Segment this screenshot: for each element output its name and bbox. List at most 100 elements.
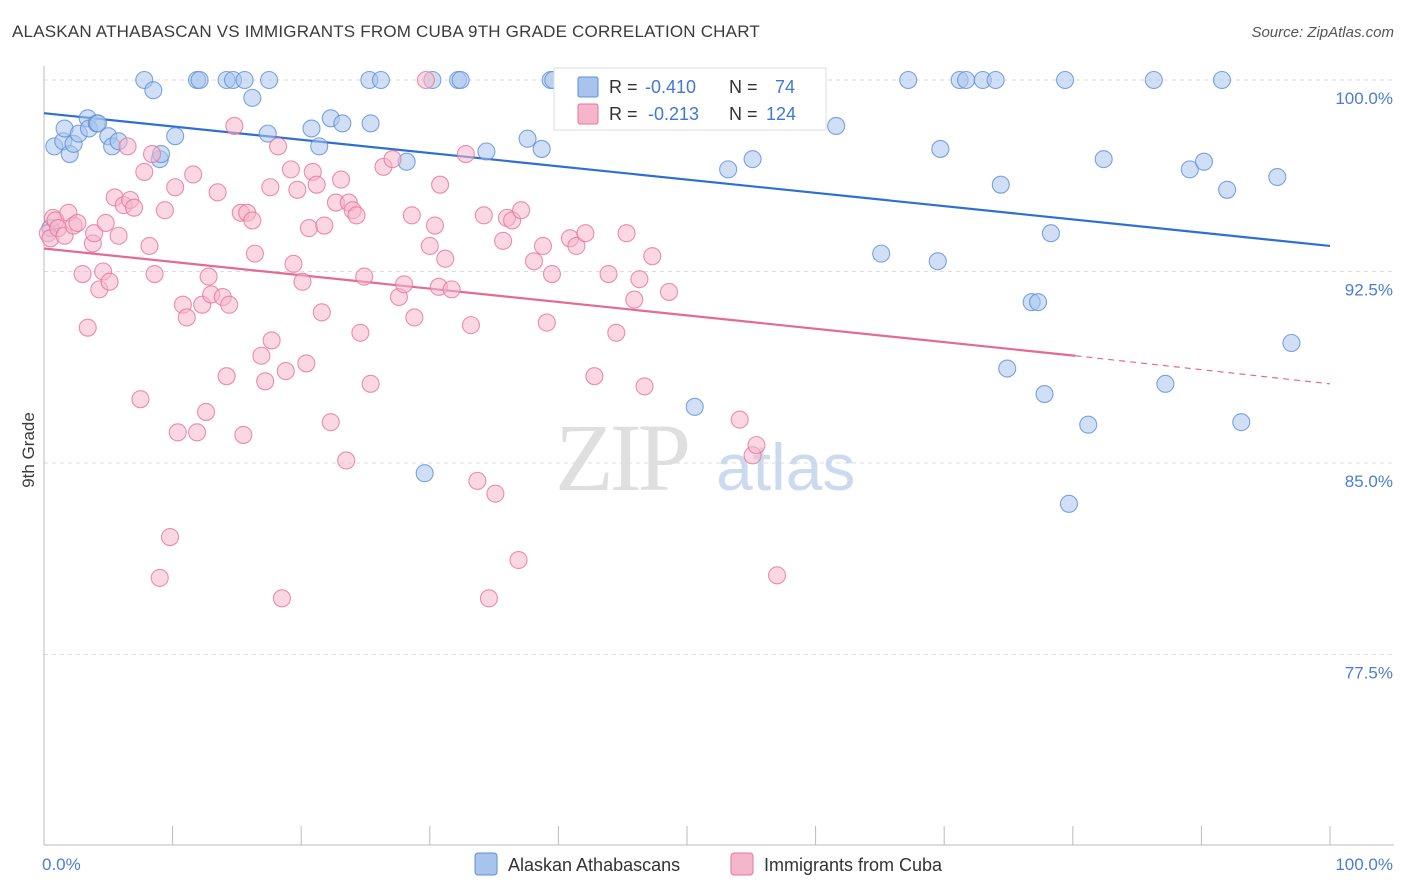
watermark: ZIP atlas (555, 404, 855, 511)
point-athabascan (190, 70, 209, 90)
point-athabascan (957, 70, 976, 90)
point-cuba (486, 484, 505, 503)
point-cuba (617, 224, 636, 243)
stats-legend-box (553, 67, 827, 131)
data-points (38, 70, 1301, 608)
y-tick-label: 77.5% (1345, 664, 1393, 683)
point-cuba (284, 254, 303, 273)
point-cuba (288, 180, 307, 199)
point-athabascan (302, 119, 321, 138)
legend-n-label-1: N = (729, 104, 758, 124)
point-athabascan (243, 88, 262, 107)
point-cuba (145, 265, 164, 284)
point-athabascan (333, 114, 352, 133)
point-cuba (269, 137, 288, 156)
legend-n-label-0: N = (729, 77, 758, 97)
point-athabascan (144, 81, 163, 100)
y-axis-label: 9th Grade (19, 412, 38, 488)
stats-legend: R = -0.410 N = 74 R = -0.213 N = 124 (553, 67, 827, 131)
point-cuba (168, 423, 187, 442)
point-cuba (767, 566, 787, 585)
point-cuba (576, 224, 595, 243)
point-athabascan (258, 124, 277, 143)
legend-r-label-1: R = (609, 104, 638, 124)
point-athabascan (1056, 70, 1075, 90)
point-athabascan (1194, 152, 1214, 171)
point-cuba (402, 206, 421, 225)
legend-swatch-athabascan (577, 76, 599, 98)
point-athabascan (1144, 70, 1163, 90)
point-cuba (272, 589, 291, 608)
point-cuba (252, 346, 271, 365)
point-cuba (281, 160, 300, 179)
point-athabascan (931, 139, 950, 158)
legend-r-value-0: -0.410 (645, 77, 696, 97)
point-athabascan (1156, 374, 1175, 393)
point-cuba (468, 471, 487, 490)
point-athabascan (1180, 160, 1199, 179)
point-athabascan (518, 129, 537, 148)
point-cuba (243, 211, 262, 230)
point-cuba (537, 313, 556, 332)
point-cuba (479, 589, 499, 608)
point-cuba (262, 331, 281, 350)
point-cuba (312, 303, 331, 322)
point-cuba (625, 290, 644, 309)
point-cuba (100, 272, 119, 291)
point-cuba (217, 367, 236, 386)
point-cuba (607, 323, 626, 342)
point-cuba (405, 308, 424, 327)
trend-line-cuba (43, 247, 1076, 357)
point-athabascan (719, 160, 738, 179)
point-athabascan (532, 139, 551, 158)
point-cuba (747, 436, 766, 455)
point-cuba (96, 213, 115, 233)
point-cuba (261, 178, 280, 197)
point-cuba (245, 244, 264, 263)
point-cuba (416, 70, 435, 90)
point-athabascan (451, 70, 470, 90)
point-cuba (307, 175, 326, 194)
series-legend-swatch-cuba (730, 852, 754, 876)
y-tick-label: 100.0% (1335, 89, 1393, 108)
point-cuba (155, 201, 174, 220)
point-cuba (332, 170, 351, 189)
point-cuba (456, 144, 475, 164)
trend-line-athabascan (43, 112, 1331, 248)
point-athabascan (827, 116, 846, 136)
point-cuba (420, 236, 439, 256)
point-athabascan (685, 397, 704, 416)
point-athabascan (361, 114, 380, 133)
watermark-atlas: atlas (716, 430, 855, 504)
point-cuba (78, 318, 97, 337)
point-cuba (225, 116, 244, 136)
point-athabascan (477, 142, 496, 161)
point-athabascan (743, 150, 762, 169)
point-cuba (293, 272, 312, 291)
point-cuba (643, 247, 662, 266)
point-athabascan (1079, 415, 1098, 434)
point-cuba (315, 216, 334, 235)
point-cuba (436, 249, 455, 268)
point-athabascan (1059, 494, 1078, 513)
series-legend-swatch-athabascan (474, 852, 498, 876)
point-cuba (542, 265, 562, 284)
point-cuba (85, 224, 104, 243)
legend-r-label-0: R = (609, 77, 638, 97)
point-cuba (276, 362, 295, 381)
point-athabascan (88, 114, 108, 133)
point-cuba (166, 178, 185, 197)
point-cuba (361, 374, 380, 393)
watermark-zip: ZIP (555, 404, 688, 511)
point-cuba (383, 150, 402, 169)
point-athabascan (1094, 150, 1113, 169)
point-cuba (234, 425, 253, 444)
point-athabascan (991, 175, 1010, 194)
point-athabascan (1029, 293, 1048, 312)
axes (43, 66, 1394, 846)
series-legend-athabascan: Alaskan Athabascans (508, 855, 680, 875)
point-athabascan (1232, 413, 1251, 432)
y-tick-label: 92.5% (1345, 281, 1393, 300)
point-cuba (299, 219, 318, 238)
